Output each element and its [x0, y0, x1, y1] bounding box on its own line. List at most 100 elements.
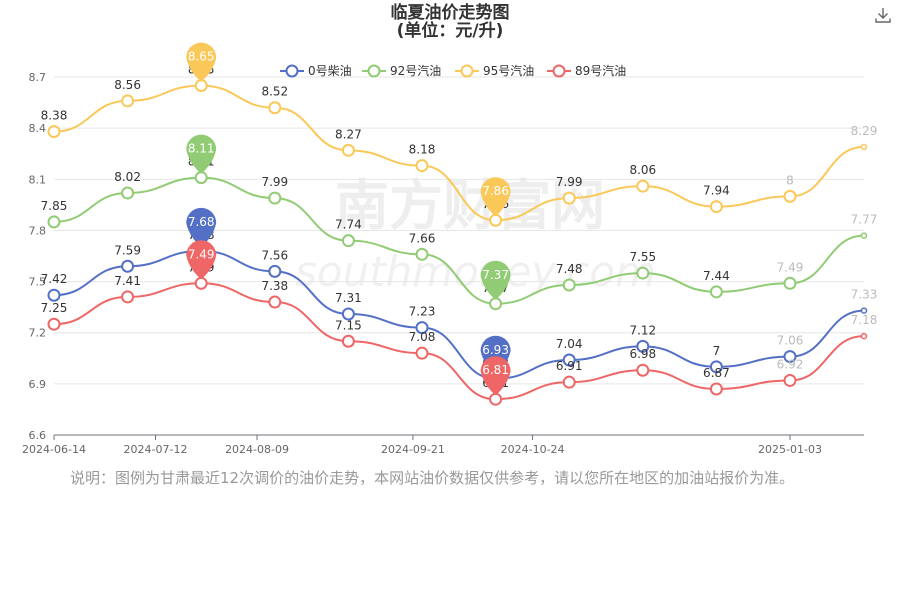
pin-label: 6.93 — [482, 343, 509, 357]
data-point[interactable] — [562, 191, 576, 205]
data-point[interactable] — [341, 334, 355, 348]
y-tick-label: 7.2 — [29, 327, 47, 340]
data-point[interactable] — [636, 179, 650, 193]
legend-label: 0号柴油 — [308, 64, 352, 78]
data-label: 7.06 — [777, 334, 804, 348]
highlight-pins: 7.68 8.11 8.65 7.49 6.93 7.37 7.86 6.81 — [186, 42, 511, 396]
data-label: 8.38 — [41, 109, 68, 123]
data-point[interactable] — [489, 297, 503, 311]
data-label: 7.12 — [629, 323, 656, 337]
data-point[interactable] — [562, 375, 576, 389]
data-point[interactable] — [47, 317, 61, 331]
legend-label: 92号汽油 — [390, 63, 441, 78]
series-lines — [53, 84, 865, 401]
pin-label: 7.86 — [482, 184, 509, 198]
data-point[interactable] — [268, 295, 282, 309]
data-point[interactable] — [489, 392, 503, 406]
chart-title: 临夏油价走势图 — [390, 3, 510, 23]
legend-symbol — [367, 64, 381, 78]
data-point[interactable] — [121, 186, 135, 200]
y-tick-label: 8.1 — [29, 173, 47, 186]
data-point[interactable] — [636, 363, 650, 377]
data-point[interactable] — [783, 189, 797, 203]
data-label: 7.85 — [41, 199, 68, 213]
legend-item-2[interactable]: 95号汽油 — [455, 63, 534, 78]
y-tick-label: 6.9 — [29, 378, 47, 391]
data-point[interactable] — [194, 171, 208, 185]
data-point[interactable] — [860, 143, 868, 151]
data-point[interactable] — [709, 382, 723, 396]
data-label: 7.15 — [335, 318, 362, 332]
pin-marker: 7.37 — [480, 260, 511, 300]
data-label: 8.52 — [261, 85, 288, 99]
data-point[interactable] — [783, 373, 797, 387]
data-point[interactable] — [489, 213, 503, 227]
data-label: 7.55 — [629, 250, 656, 264]
data-label: 7.38 — [261, 279, 288, 293]
chart-subtitle: (单位：元/升) — [396, 21, 504, 41]
data-point[interactable] — [47, 125, 61, 139]
data-label: 7.25 — [41, 301, 68, 315]
data-label: 7.94 — [703, 184, 730, 198]
data-point[interactable] — [415, 321, 429, 335]
legend-item-3[interactable]: 89号汽油 — [547, 63, 626, 78]
data-point[interactable] — [415, 159, 429, 173]
pin-label: 8.11 — [188, 142, 215, 156]
data-point[interactable] — [709, 285, 723, 299]
data-point[interactable] — [562, 278, 576, 292]
data-label: 8.02 — [114, 170, 141, 184]
data-point[interactable] — [268, 264, 282, 278]
data-label: 7.08 — [409, 330, 436, 344]
data-point[interactable] — [194, 276, 208, 290]
data-point[interactable] — [268, 101, 282, 115]
pin-marker: 7.49 — [186, 240, 217, 280]
data-point[interactable] — [341, 307, 355, 321]
legend-item-1[interactable]: 92号汽油 — [362, 63, 441, 78]
data-point[interactable] — [636, 339, 650, 353]
data-point[interactable] — [121, 259, 135, 273]
data-point[interactable] — [562, 353, 576, 367]
data-label: 8.18 — [409, 143, 436, 157]
data-point[interactable] — [709, 360, 723, 374]
data-label: 8.27 — [335, 127, 362, 141]
data-point[interactable] — [636, 266, 650, 280]
data-point[interactable] — [860, 232, 868, 239]
pin-label: 7.37 — [482, 268, 509, 282]
data-point[interactable] — [341, 143, 355, 157]
pin-marker: 6.81 — [480, 356, 511, 396]
data-point[interactable] — [47, 288, 61, 302]
data-label: 7.99 — [556, 175, 583, 189]
data-point[interactable] — [47, 215, 61, 229]
data-point[interactable] — [415, 247, 429, 261]
data-label: 6.98 — [629, 347, 656, 361]
pin-shape — [480, 356, 511, 396]
data-point[interactable] — [783, 350, 797, 364]
data-point[interactable] — [415, 346, 429, 360]
pin-label: 7.49 — [188, 247, 215, 261]
data-point[interactable] — [341, 234, 355, 248]
data-label: 7.23 — [409, 305, 436, 319]
data-point[interactable] — [194, 79, 208, 93]
legend: 0号柴油 92号汽油 95号汽油 89号汽油 — [280, 63, 626, 78]
data-point[interactable] — [121, 290, 135, 304]
data-label: 7.44 — [703, 269, 730, 283]
pin-label: 6.81 — [482, 363, 509, 377]
pin-label: 7.68 — [188, 215, 215, 229]
data-label: 6.91 — [556, 359, 583, 373]
data-point[interactable] — [860, 307, 868, 314]
y-tick-label: 8.4 — [29, 122, 47, 135]
data-point[interactable] — [860, 332, 868, 340]
data-points — [47, 79, 868, 406]
watermark-text-cn: 南方财富网 — [335, 174, 605, 237]
data-label: 6.92 — [777, 357, 804, 371]
legend-item-0[interactable]: 0号柴油 — [280, 64, 352, 78]
data-label: 7.04 — [556, 337, 583, 351]
data-point[interactable] — [268, 191, 282, 205]
legend-symbol — [285, 64, 299, 78]
pin-marker: 7.86 — [480, 177, 511, 217]
data-point[interactable] — [709, 200, 723, 214]
data-label: 7.48 — [556, 262, 583, 276]
download-icon[interactable] — [874, 6, 892, 24]
data-point[interactable] — [121, 94, 135, 108]
data-point[interactable] — [783, 276, 797, 290]
